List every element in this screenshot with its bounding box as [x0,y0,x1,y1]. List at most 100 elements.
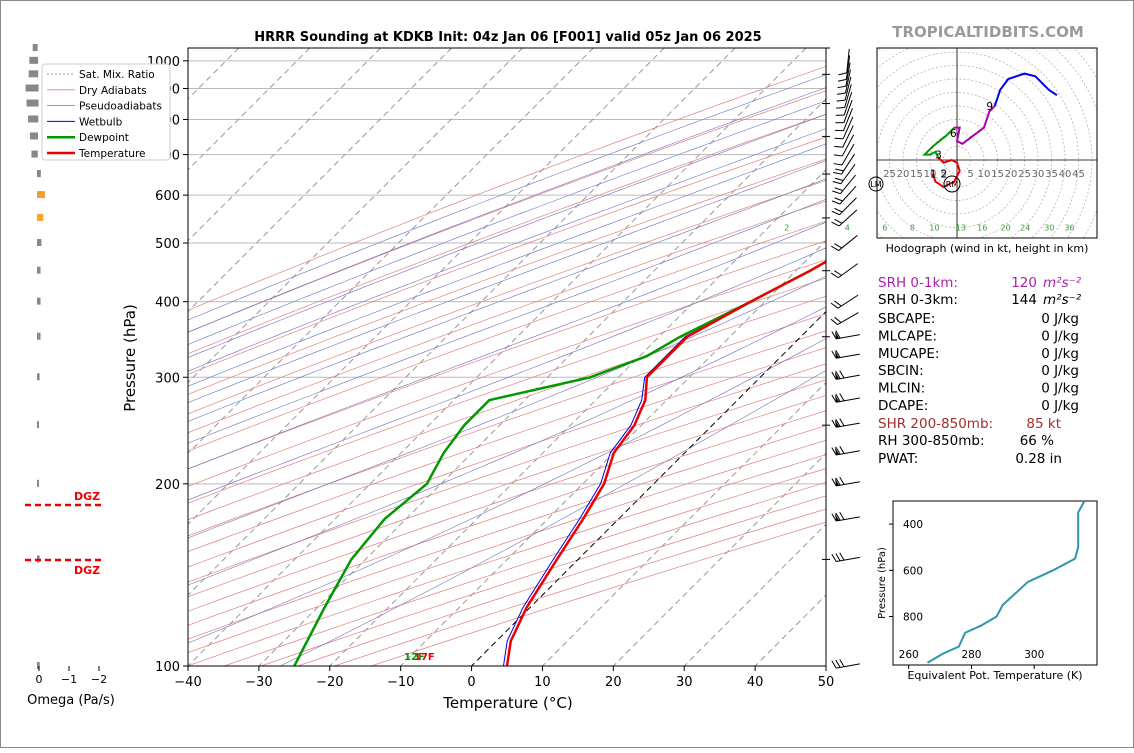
barb-feather [838,85,846,89]
moist-adiabat-line [1,48,1134,666]
omega-bar [37,191,45,198]
barb-feather [836,105,845,110]
barb-feather [835,120,844,126]
omega-bar [27,100,39,107]
stat-label: MLCAPE: [878,328,937,344]
pwat-value: 0.28 in [1015,451,1062,467]
dry-adiabat-line [224,48,1134,666]
omega-bar [29,70,39,77]
mixing-ratio-label: 30 [1044,224,1054,233]
moist-adiabat-line [1,48,1134,666]
stat-label: SBCAPE: [878,311,935,327]
barb-feather [832,660,836,668]
theta-e-x-tick-label: 260 [899,649,919,661]
omega-axis-label: Omega (Pa/s) [27,693,115,708]
dry-adiabat-line [1,48,1134,666]
barb-feather [835,128,844,134]
barb-feather [840,659,844,667]
wind-barb [832,474,860,487]
dry-adiabat-line [371,48,1134,666]
barb-feather [837,91,845,96]
dry-adiabat-line [1,48,1134,666]
dry-adiabat-line [1,48,1134,666]
wind-barb [832,509,860,522]
mixing-ratio-line [1104,48,1134,195]
wind-barb [835,105,853,133]
isotherm-line [826,48,1134,666]
dry-adiabat-line [1,48,1134,666]
mixing-ratio-line [1124,48,1134,195]
wind-barb [832,327,860,340]
dgz-label: DGZ [74,490,100,503]
srh03-value: 144 [1011,292,1037,308]
moist-adiabat-line [280,48,1134,666]
dry-adiabat-line [1,48,1134,666]
stat-value: 0 J/kg [1041,363,1079,379]
barb-feather [835,136,844,142]
hodograph-ring-label: 30 [1032,169,1045,180]
dgz-label: DGZ [74,564,100,577]
omega-bar [29,57,38,64]
y-axis-label: Pressure (hPa) [121,304,139,412]
theta-e-frame [893,501,1097,665]
barb-feather [833,170,841,177]
dry-adiabat-line [41,48,1134,666]
omega-bar [30,132,38,139]
wind-barb [832,170,855,196]
wind-barb [831,229,857,252]
wind-barb [832,549,860,562]
pwat-label: PWAT: [878,451,918,467]
wind-barb [832,443,860,456]
mixing-ratio-label: 6 [882,224,887,233]
barb-feather [838,78,846,82]
x-tick-label: 50 [818,675,835,690]
omega-bar [31,151,37,158]
hodograph-ring-label: 20 [897,169,910,180]
srh03-unit: m²s⁻² [1043,292,1082,308]
omega-bar [37,373,40,380]
barb-feather [834,161,842,168]
mixing-ratio-label: 36 [1064,224,1074,233]
zero-degree-isotherm [472,48,1090,666]
x-tick-label: −30 [245,675,272,690]
hodograph-segment [995,74,1057,106]
wind-barbs [831,48,860,669]
hodograph-ring-label: 25 [1018,169,1031,180]
shr-label: SHR 200-850mb: [878,416,993,432]
stat-value: 0 J/kg [1041,346,1079,362]
barb-feather [833,179,841,186]
legend-label: Temperature [78,148,146,160]
mixing-ratio-label: 16 [977,224,987,233]
stat-label: SBCIN: [878,363,924,379]
barb-feather [834,152,842,158]
omega-bar [37,170,41,177]
chart-title: HRRR Sounding at KDKB Init: 04z Jan 06 [… [254,30,761,45]
stat-label: MUCAPE: [878,346,939,362]
rh-label: RH 300-850mb: [878,433,985,449]
legend-label: Sat. Mix. Ratio [79,69,155,81]
theta-e-y-tick-label: 600 [903,565,923,577]
hodograph-ring-label: 10 [978,169,991,180]
hodograph-height-label: 9 [986,101,993,113]
omega-bar [37,239,41,246]
hodograph-height-label: 3 [935,150,942,162]
shr-value: 85 kt [1026,416,1061,432]
stat-value: 0 J/kg [1041,381,1079,397]
srh03-label: SRH 0-3km: [878,292,958,308]
theta-e-line [928,501,1085,663]
y-tick-label: 300 [155,371,180,386]
dry-adiabat-line [261,48,1134,666]
omega-bar [33,44,38,51]
theta-e-x-tick-label: 280 [961,649,981,661]
barb-feather [836,660,840,668]
wind-barb [832,367,860,380]
y-tick-label: 100 [155,660,180,675]
hodograph-height-label: 1 [930,169,937,181]
x-axis-label: Temperature (°C) [442,694,572,712]
wind-barb [831,288,858,309]
mixing-ratio-line [1079,48,1134,195]
dry-adiabat-line [4,48,1134,666]
